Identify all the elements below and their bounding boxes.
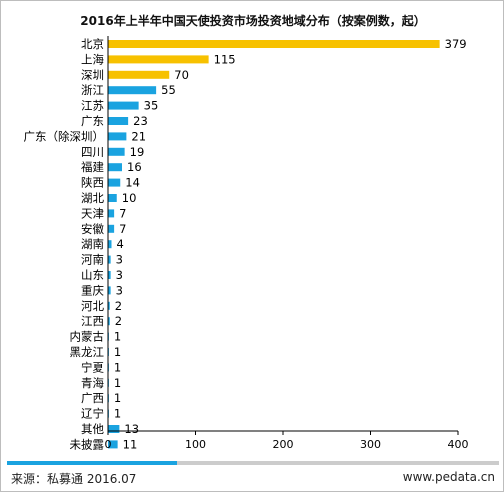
category-label: 广东 — [81, 114, 104, 128]
category-label: 青海 — [81, 376, 104, 390]
value-labels: 3791157055352321191614107743332211111113… — [114, 37, 467, 451]
category-label: 山东 — [81, 268, 104, 282]
value-label: 1 — [114, 407, 121, 421]
category-label: 北京 — [81, 37, 104, 51]
value-label: 70 — [174, 68, 189, 82]
value-label: 7 — [119, 206, 126, 220]
value-label: 2 — [115, 314, 122, 328]
x-axis: 0 100 200 300 400 — [105, 36, 469, 451]
category-label: 宁夏 — [81, 360, 104, 374]
bar-26 — [108, 440, 118, 449]
value-label: 21 — [131, 129, 146, 143]
category-label: 黑龙江 — [70, 345, 105, 359]
site-url: www.pedata.cn — [402, 470, 495, 484]
category-label: 河北 — [81, 299, 104, 313]
bar-7 — [108, 147, 125, 156]
category-label: 安徽 — [81, 222, 104, 236]
value-label: 1 — [114, 391, 121, 405]
category-label: 深圳 — [81, 68, 104, 82]
bar-4 — [108, 101, 139, 110]
category-label: 其他 — [81, 422, 104, 436]
bar-1 — [108, 55, 209, 64]
value-label: 14 — [125, 176, 140, 190]
value-label: 1 — [114, 345, 121, 359]
bar-9 — [108, 178, 121, 187]
value-label: 3 — [116, 253, 123, 267]
value-label: 16 — [127, 160, 142, 174]
value-label: 3 — [116, 283, 123, 297]
category-label: 江西 — [81, 314, 104, 328]
bar-17 — [108, 301, 110, 310]
x-tick-label: 300 — [360, 438, 381, 451]
value-label: 2 — [115, 299, 122, 313]
category-label: 辽宁 — [81, 407, 104, 421]
category-label: 四川 — [81, 145, 104, 159]
bar-8 — [108, 163, 122, 172]
bar-25 — [108, 425, 120, 433]
bar-10 — [108, 194, 117, 202]
bar-15 — [108, 271, 111, 279]
bar-13 — [108, 240, 112, 249]
category-label: 湖南 — [81, 237, 104, 251]
category-label: 陕西 — [81, 176, 104, 190]
value-label: 4 — [117, 237, 124, 251]
category-label: 福建 — [81, 160, 104, 174]
chart-title: 2016年上半年中国天使投资市场投资地域分布（按案例数，起） — [80, 13, 425, 28]
category-label: 内蒙古 — [70, 330, 105, 344]
bar-2 — [108, 70, 170, 79]
bar-16 — [108, 286, 111, 295]
value-label: 3 — [116, 268, 123, 282]
value-label: 1 — [114, 330, 121, 344]
bar-14 — [108, 255, 111, 264]
category-label: 广东（除深圳） — [24, 129, 105, 143]
footer-divider-bar — [177, 461, 499, 465]
category-label: 上海 — [81, 52, 104, 66]
footer-accent-bar — [7, 461, 177, 465]
value-label: 1 — [114, 376, 121, 390]
value-label: 11 — [123, 437, 138, 451]
value-label: 10 — [122, 191, 137, 205]
x-tick-label: 200 — [273, 438, 294, 451]
bar-3 — [108, 86, 157, 95]
value-label: 379 — [445, 37, 467, 51]
bar-0 — [108, 40, 440, 48]
value-label: 7 — [119, 222, 126, 236]
bar-18 — [108, 317, 110, 326]
value-label: 35 — [144, 99, 159, 113]
bar-12 — [108, 224, 115, 233]
value-label: 55 — [161, 83, 176, 97]
value-label: 19 — [130, 145, 145, 159]
value-label: 1 — [114, 360, 121, 374]
source-note: 来源：私募通 2016.07 — [11, 472, 137, 486]
x-tick-label: 100 — [185, 438, 206, 451]
category-label: 湖北 — [81, 191, 104, 205]
category-label: 重庆 — [81, 283, 104, 297]
x-tick-label: 0 — [105, 438, 112, 451]
value-label: 13 — [124, 422, 139, 436]
category-label: 广西 — [81, 391, 104, 405]
category-label: 河南 — [81, 253, 104, 267]
bars — [108, 40, 440, 449]
x-tick-label: 400 — [448, 438, 469, 451]
bar-5 — [108, 117, 129, 125]
value-label: 23 — [133, 114, 148, 128]
bar-6 — [108, 132, 127, 141]
category-label: 江苏 — [81, 99, 104, 113]
value-label: 115 — [214, 52, 236, 66]
category-label: 未披露 — [70, 437, 105, 451]
category-label: 天津 — [81, 206, 104, 220]
category-label: 浙江 — [81, 83, 104, 97]
bar-11 — [108, 209, 115, 218]
